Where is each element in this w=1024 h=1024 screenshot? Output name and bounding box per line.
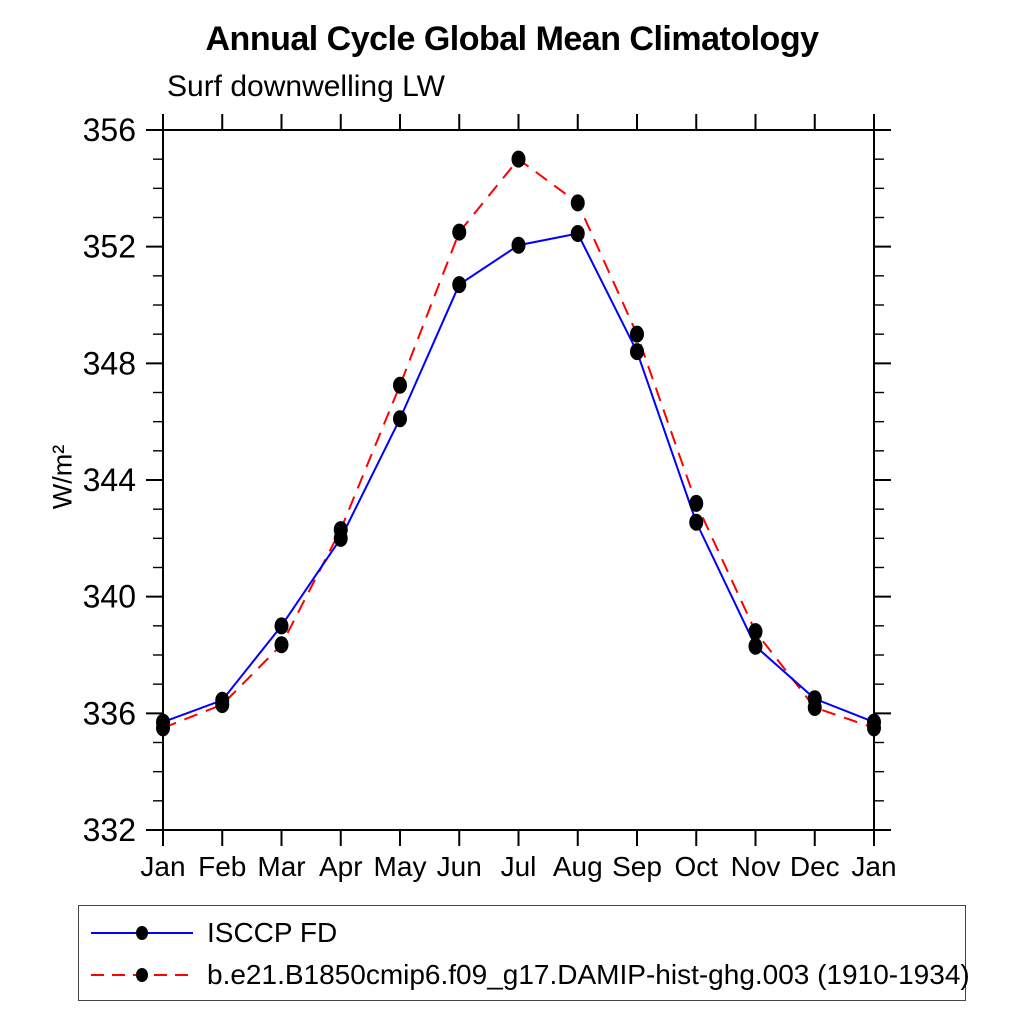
legend-label-model: b.e21.B1850cmip6.f09_g17.DAMIP-hist-ghg.… <box>207 959 970 990</box>
x-tick-label: Sep <box>612 851 662 882</box>
data-point-marker <box>570 194 585 212</box>
data-point-marker <box>748 637 763 655</box>
data-point-marker <box>807 699 822 716</box>
y-tick-label: 336 <box>83 695 136 731</box>
y-tick-label: 356 <box>83 112 136 148</box>
x-tick-label: Jul <box>501 851 537 882</box>
data-point-marker <box>630 325 644 343</box>
y-tick-label: 348 <box>83 345 136 381</box>
data-point-marker <box>452 223 467 241</box>
y-tick-label: 352 <box>83 229 136 265</box>
legend-marker-dot <box>136 926 148 940</box>
legend-entry-model: b.e21.B1850cmip6.f09_g17.DAMIP-hist-ghg.… <box>89 955 970 995</box>
y-tick-label: 344 <box>83 462 136 498</box>
x-tick-label: Aug <box>553 851 603 882</box>
legend-box: ISCCP FD b.e21.B1850cmip6.f09_g17.DAMIP-… <box>78 905 970 1001</box>
x-tick-label: Oct <box>674 851 718 882</box>
data-point-marker <box>867 719 881 737</box>
plot-frame <box>162 129 875 831</box>
data-point-marker <box>274 636 289 654</box>
x-tick-label: May <box>374 851 427 882</box>
x-tick-label: Jun <box>437 851 482 882</box>
x-tick-label: Feb <box>198 851 246 882</box>
legend-label-isccp: ISCCP FD <box>207 917 338 948</box>
x-tick-label: Mar <box>257 851 305 882</box>
data-point-marker <box>215 696 230 714</box>
legend-line-sample-dashed <box>91 968 193 982</box>
data-point-marker <box>689 513 704 531</box>
legend-marker-dot <box>136 968 148 982</box>
data-point-marker <box>393 410 407 428</box>
data-point-marker <box>748 623 763 641</box>
legend-entry-isccp: ISCCP FD <box>89 913 337 953</box>
data-point-marker <box>333 521 348 539</box>
data-point-marker <box>156 719 170 737</box>
chart-title: Annual Cycle Global Mean Climatology <box>205 20 820 58</box>
data-point-marker <box>452 276 467 294</box>
y-tick-label: 340 <box>83 579 136 615</box>
data-point-marker <box>511 236 526 254</box>
x-tick-label: Jan <box>851 851 896 882</box>
chart-subtitle: Surf downwelling LW <box>167 70 445 103</box>
x-tick-label: Jan <box>140 851 185 882</box>
data-point-marker <box>511 150 526 168</box>
y-tick-label: 332 <box>83 812 136 848</box>
series-line-solid <box>162 232 875 724</box>
data-point-marker <box>393 376 407 394</box>
data-point-marker <box>630 343 644 361</box>
data-point-marker <box>689 494 704 512</box>
data-point-marker <box>570 225 585 243</box>
legend-line-sample-solid <box>91 926 193 940</box>
x-tick-label: Nov <box>731 851 781 882</box>
x-tick-label: Apr <box>319 851 363 882</box>
x-tick-label: Dec <box>790 851 840 882</box>
data-point-marker <box>274 617 289 635</box>
